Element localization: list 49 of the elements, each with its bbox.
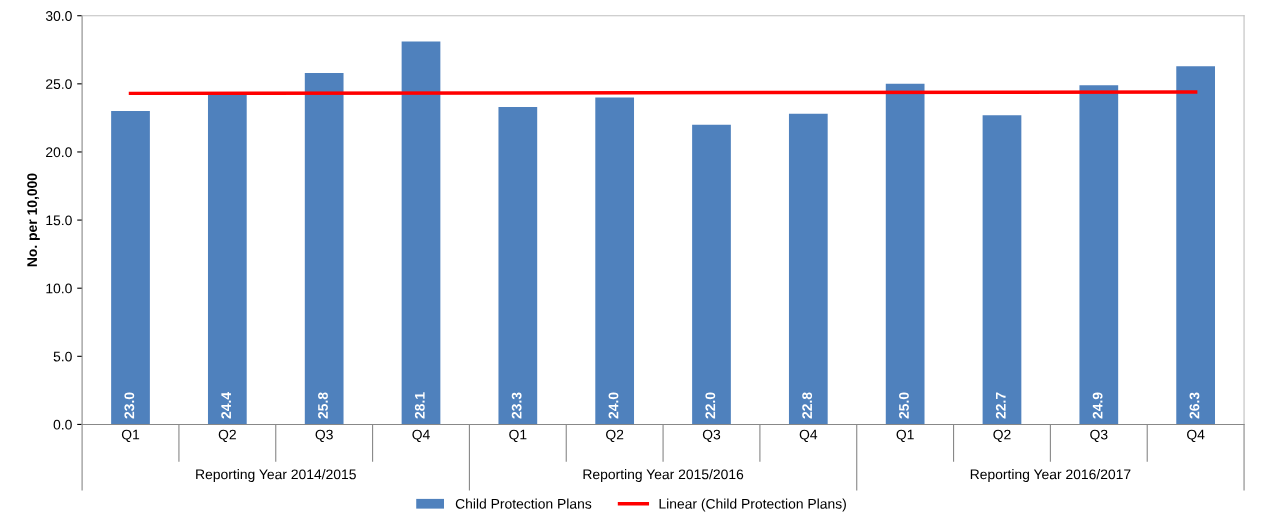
x-tick-label: Q1	[896, 429, 914, 442]
x-tick-label: Q4	[799, 429, 818, 442]
bar	[885, 83, 925, 425]
text: Reporting Year 2015/2016	[583, 469, 744, 482]
x-tick-label: Q1	[509, 429, 527, 442]
x-tick-label: Q2	[218, 429, 236, 442]
y-tick-label: 30.0	[45, 11, 72, 21]
data-label: 25.0	[899, 392, 909, 419]
text: Reporting Year 2016/2017	[970, 469, 1131, 482]
x-tick-label: Q2	[606, 429, 624, 442]
data-label: 25.8	[318, 392, 328, 419]
y-tick-label: 25.0	[46, 79, 72, 90]
data-label: 24.9	[1092, 392, 1103, 419]
x-tick-label: Q3	[702, 429, 721, 442]
y-axis-title: No. per 10,000	[27, 173, 40, 267]
data-label: 22.0	[705, 392, 716, 419]
x-tick-label: Q4	[1187, 429, 1205, 442]
data-label: 26.3	[1189, 392, 1200, 419]
bar	[1079, 85, 1119, 425]
y-tick-label: 20.0	[46, 147, 72, 158]
data-label: 22.7	[995, 392, 1006, 419]
bar	[982, 115, 1022, 425]
data-label: 24.4	[221, 392, 231, 419]
x-tick-label: Q2	[993, 429, 1011, 442]
bar	[788, 113, 828, 425]
x-tick-label: Q3	[1090, 429, 1108, 442]
x-tick-label: Q1	[121, 429, 140, 442]
bar	[111, 111, 150, 425]
data-label: 24.0	[608, 392, 619, 419]
data-label: 23.3	[511, 392, 522, 419]
data-label: 22.8	[802, 392, 813, 419]
bar	[207, 92, 247, 425]
x-tick-label: Q3	[315, 429, 333, 442]
bar	[595, 97, 635, 425]
bar	[692, 124, 731, 425]
y-tick-label: 15.0	[46, 215, 72, 226]
bar	[401, 41, 441, 425]
legend-label: Linear (Child Protection Plans)	[659, 498, 846, 512]
bar	[1176, 66, 1216, 425]
y-tick-label: 10.0	[46, 283, 72, 294]
data-label: 28.1	[414, 392, 425, 419]
legend-label: Child Protection Plans	[455, 498, 592, 509]
text: Reporting Year 2014/2015	[196, 469, 356, 482]
data-label: 23.0	[124, 392, 135, 419]
y-tick-label: 0.0	[53, 419, 72, 430]
x-tick-label: Q4	[412, 429, 430, 442]
bar	[304, 72, 344, 425]
bar	[498, 107, 538, 425]
y-tick-label: 5.0	[53, 351, 72, 362]
